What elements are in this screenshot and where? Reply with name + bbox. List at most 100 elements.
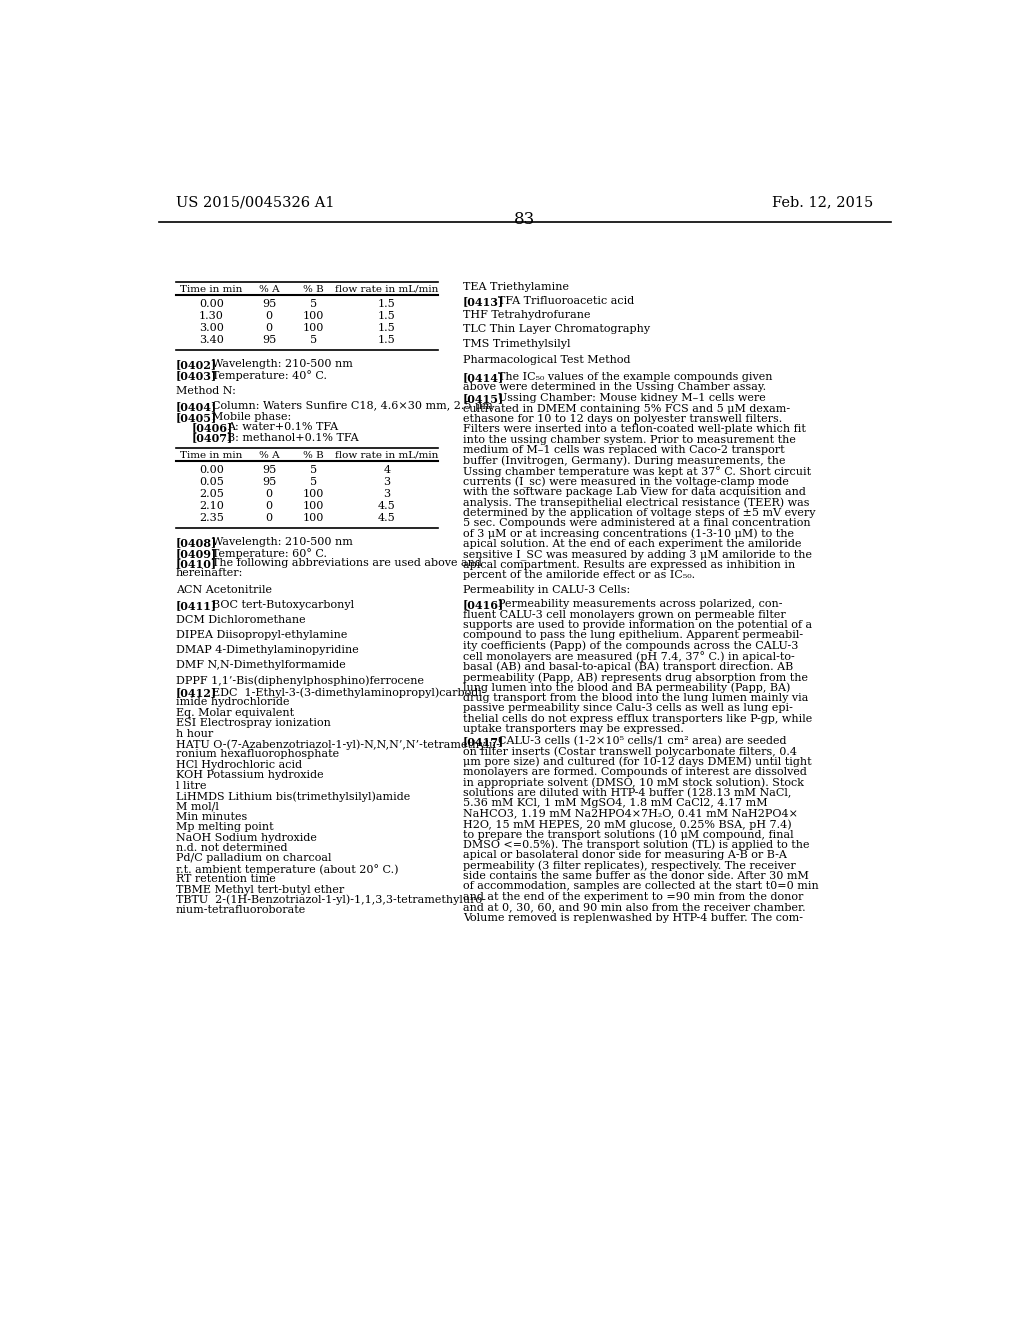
Text: thelial cells do not express efflux transporters like P-gp, while: thelial cells do not express efflux tran…: [463, 714, 812, 723]
Text: determined by the application of voltage steps of ±5 mV every: determined by the application of voltage…: [463, 508, 815, 517]
Text: CALU-3 cells (1-2×10⁵ cells/1 cm² area) are seeded: CALU-3 cells (1-2×10⁵ cells/1 cm² area) …: [499, 737, 787, 746]
Text: apical or basolateral donor side for measuring A-B or B-A: apical or basolateral donor side for mea…: [463, 850, 786, 861]
Text: above were determined in the Ussing Chamber assay.: above were determined in the Ussing Cham…: [463, 381, 766, 392]
Text: 0: 0: [265, 312, 272, 321]
Text: TBTU  2-(1H-Benzotriazol-1-yl)-1,1,3,3-tetramethyluro-: TBTU 2-(1H-Benzotriazol-1-yl)-1,1,3,3-te…: [176, 895, 486, 906]
Text: [0406]: [0406]: [191, 422, 232, 433]
Text: hereinafter:: hereinafter:: [176, 569, 244, 578]
Text: TLC Thin Layer Chromatography: TLC Thin Layer Chromatography: [463, 325, 650, 334]
Text: into the ussing chamber system. Prior to measurement the: into the ussing chamber system. Prior to…: [463, 434, 796, 445]
Text: μm pore size) and cultured (for 10-12 days DMEM) until tight: μm pore size) and cultured (for 10-12 da…: [463, 756, 811, 767]
Text: [0417]: [0417]: [463, 737, 504, 747]
Text: apical solution. At the end of each experiment the amiloride: apical solution. At the end of each expe…: [463, 539, 802, 549]
Text: 1.30: 1.30: [199, 312, 224, 321]
Text: DMSO <=0.5%). The transport solution (TL) is applied to the: DMSO <=0.5%). The transport solution (TL…: [463, 840, 809, 850]
Text: Eq. Molar equivalent: Eq. Molar equivalent: [176, 708, 294, 718]
Text: 4: 4: [383, 465, 390, 475]
Text: apical compartment. Results are expressed as inhibition in: apical compartment. Results are expresse…: [463, 560, 795, 569]
Text: Wavelength: 210-500 nm: Wavelength: 210-500 nm: [212, 537, 352, 548]
Text: ronium hexafluorophosphate: ronium hexafluorophosphate: [176, 750, 339, 759]
Text: 4.5: 4.5: [378, 513, 396, 523]
Text: THF Tetrahydrofurane: THF Tetrahydrofurane: [463, 310, 590, 319]
Text: DPPF 1,1’-Bis(diphenylphosphino)ferrocene: DPPF 1,1’-Bis(diphenylphosphino)ferrocen…: [176, 675, 424, 685]
Text: and at the end of the experiment to =90 min from the donor: and at the end of the experiment to =90 …: [463, 892, 803, 902]
Text: TEA Triethylamine: TEA Triethylamine: [463, 281, 568, 292]
Text: [0408]: [0408]: [176, 537, 217, 548]
Text: Wavelength: 210-500 nm: Wavelength: 210-500 nm: [212, 359, 352, 370]
Text: Time in min: Time in min: [180, 450, 243, 459]
Text: [0416]: [0416]: [463, 599, 504, 610]
Text: Temperature: 40° C.: Temperature: 40° C.: [212, 370, 327, 380]
Text: [0412]: [0412]: [176, 686, 217, 698]
Text: on filter inserts (Costar transwell polycarbonate filters, 0.4: on filter inserts (Costar transwell poly…: [463, 746, 797, 756]
Text: fluent CALU-3 cell monolayers grown on permeable filter: fluent CALU-3 cell monolayers grown on p…: [463, 610, 785, 619]
Text: Feb. 12, 2015: Feb. 12, 2015: [772, 195, 873, 210]
Text: [0402]: [0402]: [176, 359, 217, 371]
Text: 5: 5: [310, 478, 317, 487]
Text: Time in min: Time in min: [180, 285, 243, 293]
Text: cultivated in DMEM containing 5% FCS and 5 μM dexam-: cultivated in DMEM containing 5% FCS and…: [463, 404, 790, 413]
Text: Ussing Chamber: Mouse kidney M–1 cells were: Ussing Chamber: Mouse kidney M–1 cells w…: [499, 393, 766, 403]
Text: l litre: l litre: [176, 780, 207, 791]
Text: 0.00: 0.00: [199, 300, 224, 309]
Text: monolayers are formed. Compounds of interest are dissolved: monolayers are formed. Compounds of inte…: [463, 767, 807, 777]
Text: 3: 3: [383, 478, 390, 487]
Text: 3.40: 3.40: [199, 335, 224, 345]
Text: H2O, 15 mM HEPES, 20 mM glucose, 0.25% BSA, pH 7.4): H2O, 15 mM HEPES, 20 mM glucose, 0.25% B…: [463, 818, 792, 830]
Text: Ussing chamber temperature was kept at 37° C. Short circuit: Ussing chamber temperature was kept at 3…: [463, 466, 811, 477]
Text: The IC₅₀ values of the example compounds given: The IC₅₀ values of the example compounds…: [499, 372, 773, 381]
Text: [0407]: [0407]: [191, 433, 232, 444]
Text: and at 0, 30, 60, and 90 min also from the receiver chamber.: and at 0, 30, 60, and 90 min also from t…: [463, 903, 806, 912]
Text: 3.00: 3.00: [199, 323, 224, 333]
Text: Temperature: 60° C.: Temperature: 60° C.: [212, 548, 327, 558]
Text: Mp melting point: Mp melting point: [176, 822, 273, 832]
Text: Permeability measurements across polarized, con-: Permeability measurements across polariz…: [499, 599, 783, 610]
Text: KOH Potassium hydroxide: KOH Potassium hydroxide: [176, 770, 324, 780]
Text: 100: 100: [303, 490, 325, 499]
Text: TBME Methyl tert-butyl ether: TBME Methyl tert-butyl ether: [176, 884, 344, 895]
Text: Pd/C palladium on charcoal: Pd/C palladium on charcoal: [176, 853, 332, 863]
Text: ACN Acetonitrile: ACN Acetonitrile: [176, 585, 272, 595]
Text: lung lumen into the blood and BA permeability (Papp, BA): lung lumen into the blood and BA permeab…: [463, 682, 791, 693]
Text: 2.10: 2.10: [199, 502, 224, 511]
Text: Column: Waters Sunfire C18, 4.6×30 mm, 2.5 μm: Column: Waters Sunfire C18, 4.6×30 mm, 2…: [212, 401, 493, 412]
Text: 5: 5: [310, 335, 317, 345]
Text: 100: 100: [303, 513, 325, 523]
Text: 95: 95: [262, 300, 276, 309]
Text: DIPEA Diisopropyl-ethylamine: DIPEA Diisopropyl-ethylamine: [176, 630, 347, 640]
Text: 3: 3: [383, 490, 390, 499]
Text: ity coefficients (Papp) of the compounds across the CALU-3: ity coefficients (Papp) of the compounds…: [463, 640, 798, 651]
Text: 0.00: 0.00: [199, 465, 224, 475]
Text: 2.05: 2.05: [199, 490, 224, 499]
Text: percent of the amiloride effect or as IC₅₀.: percent of the amiloride effect or as IC…: [463, 570, 695, 579]
Text: The following abbreviations are used above and: The following abbreviations are used abo…: [212, 558, 481, 568]
Text: 0: 0: [265, 323, 272, 333]
Text: % B: % B: [303, 450, 324, 459]
Text: flow rate in mL/min: flow rate in mL/min: [335, 450, 438, 459]
Text: with the software package Lab View for data acquisition and: with the software package Lab View for d…: [463, 487, 806, 496]
Text: LiHMDS Lithium bis(trimethylsilyl)amide: LiHMDS Lithium bis(trimethylsilyl)amide: [176, 791, 411, 801]
Text: 5: 5: [310, 465, 317, 475]
Text: currents (I_sc) were measured in the voltage-clamp mode: currents (I_sc) were measured in the vol…: [463, 477, 788, 487]
Text: [0403]: [0403]: [176, 370, 217, 380]
Text: DCM Dichloromethane: DCM Dichloromethane: [176, 615, 306, 624]
Text: 95: 95: [262, 465, 276, 475]
Text: 1.5: 1.5: [378, 300, 396, 309]
Text: TMS Trimethylsilyl: TMS Trimethylsilyl: [463, 339, 570, 348]
Text: [0410]: [0410]: [176, 558, 217, 569]
Text: EDC  1-Ethyl-3-(3-dimethylaminopropyl)carbodi-: EDC 1-Ethyl-3-(3-dimethylaminopropyl)car…: [212, 686, 485, 697]
Text: [0404]: [0404]: [176, 401, 217, 412]
Text: [0415]: [0415]: [463, 393, 504, 404]
Text: NaOH Sodium hydroxide: NaOH Sodium hydroxide: [176, 833, 316, 842]
Text: Method N:: Method N:: [176, 387, 236, 396]
Text: % A: % A: [259, 285, 280, 293]
Text: n.d. not determined: n.d. not determined: [176, 843, 288, 853]
Text: 100: 100: [303, 323, 325, 333]
Text: sensitive I_SC was measured by adding 3 μM amiloride to the: sensitive I_SC was measured by adding 3 …: [463, 549, 812, 560]
Text: analysis. The transepithelial electrical resistance (TEER) was: analysis. The transepithelial electrical…: [463, 498, 809, 508]
Text: B: methanol+0.1% TFA: B: methanol+0.1% TFA: [227, 433, 358, 442]
Text: ethasone for 10 to 12 days on polyester transwell filters.: ethasone for 10 to 12 days on polyester …: [463, 414, 782, 424]
Text: h hour: h hour: [176, 729, 213, 739]
Text: DMAP 4-Dimethylaminopyridine: DMAP 4-Dimethylaminopyridine: [176, 645, 358, 655]
Text: in appropriate solvent (DMSO, 10 mM stock solution). Stock: in appropriate solvent (DMSO, 10 mM stoc…: [463, 777, 804, 788]
